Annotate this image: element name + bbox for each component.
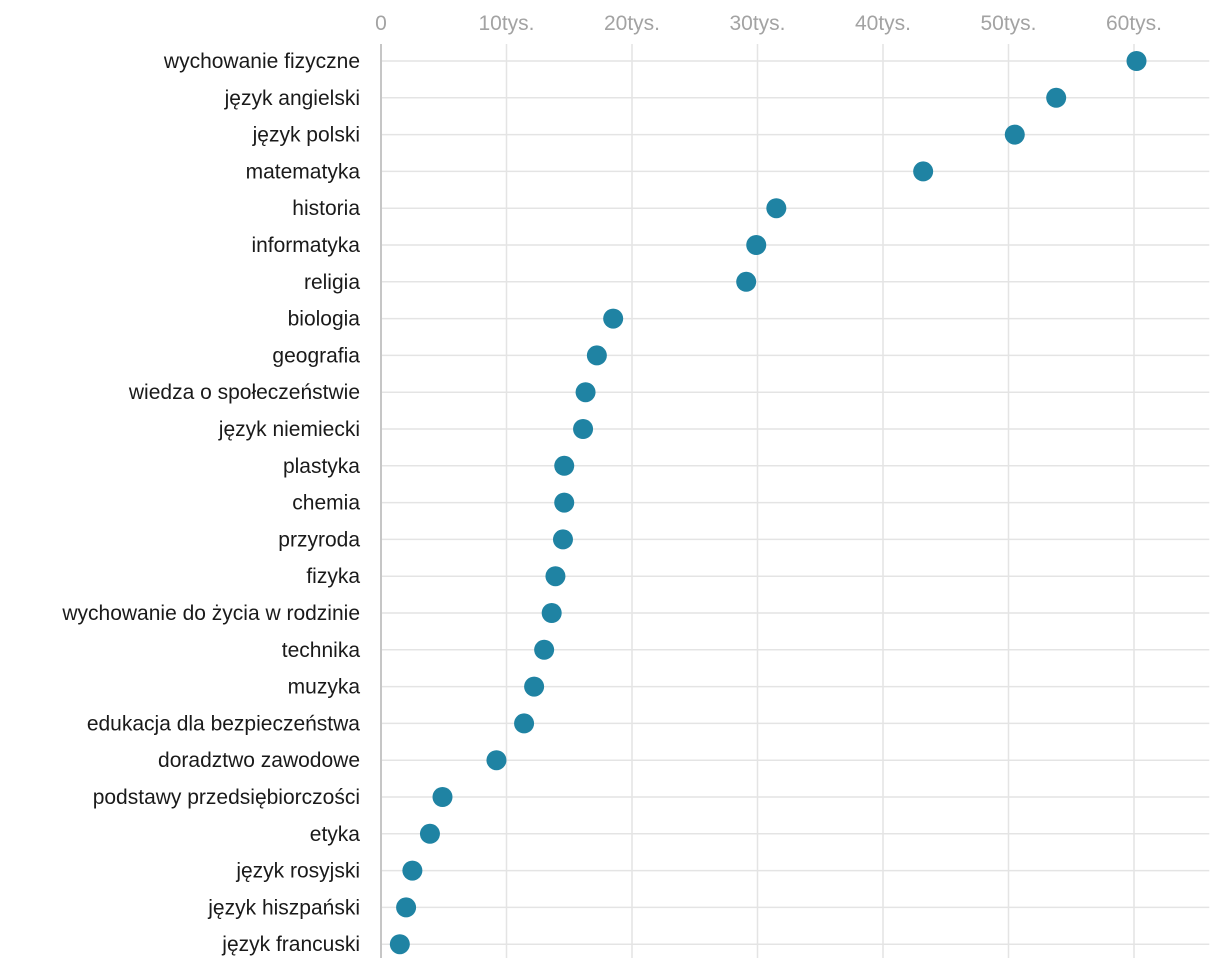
x-axis-ticks: 0 10tys. 20tys. 30tys. 40tys. 50tys. 60tys. <box>375 12 1162 35</box>
category-label: przyroda <box>278 528 360 551</box>
data-point <box>432 787 453 807</box>
category-label: język rosyjski <box>235 860 360 883</box>
data-point <box>1046 87 1067 108</box>
data-point <box>396 897 417 918</box>
data-point <box>541 603 562 623</box>
category-label: podstawy przedsiębiorczości <box>93 786 360 809</box>
data-point <box>1004 124 1025 145</box>
data-point <box>573 419 594 439</box>
category-label: geografia <box>272 344 360 367</box>
category-label: religia <box>304 271 360 294</box>
category-label: język angielski <box>224 87 360 110</box>
data-point <box>486 750 507 771</box>
category-label: język niemiecki <box>218 418 360 441</box>
x-tick-label: 0 <box>375 12 387 35</box>
data-point <box>766 198 787 219</box>
category-label: język francuski <box>221 933 360 956</box>
data-point <box>736 271 757 292</box>
x-tick-label: 10tys. <box>478 12 534 35</box>
data-point <box>402 860 423 881</box>
grid-lines <box>380 44 1210 958</box>
x-tick-label: 50tys. <box>980 12 1036 35</box>
data-point <box>545 566 566 587</box>
x-tick-label: 30tys. <box>729 12 785 35</box>
data-point <box>514 713 535 734</box>
data-point <box>552 529 573 550</box>
category-label: język polski <box>252 124 360 147</box>
category-label: informatyka <box>251 234 360 257</box>
data-point <box>913 161 934 182</box>
category-label: technika <box>282 639 361 662</box>
category-label: doradztwo zawodowe <box>158 749 360 772</box>
category-label: edukacja dla bezpieczeństwa <box>87 712 360 735</box>
category-label: plastyka <box>283 455 360 478</box>
data-point <box>746 235 767 255</box>
category-label: matematyka <box>246 160 361 183</box>
data-point <box>389 934 410 955</box>
data-point <box>554 492 575 513</box>
category-label: muzyka <box>288 676 361 699</box>
data-point <box>554 455 575 476</box>
category-label: historia <box>292 197 360 220</box>
category-label: etyka <box>310 823 361 846</box>
category-label: fizyka <box>306 565 360 588</box>
data-point <box>534 639 555 660</box>
data-points <box>389 51 1147 955</box>
x-tick-label: 60tys. <box>1106 12 1162 35</box>
category-label: wiedza o społeczeństwie <box>128 381 360 404</box>
x-tick-label: 20tys. <box>604 12 660 35</box>
category-label: język hiszpański <box>207 896 360 919</box>
data-point <box>603 308 624 329</box>
category-label: chemia <box>292 492 360 515</box>
data-point <box>575 382 596 403</box>
category-labels: wychowanie fizyczne język angielski język … <box>61 50 360 956</box>
data-point <box>586 345 607 366</box>
data-point <box>524 676 545 697</box>
x-tick-label: 40tys. <box>855 12 911 35</box>
category-label: wychowanie do życia w rodzinie <box>61 602 360 625</box>
category-label: biologia <box>288 308 361 331</box>
data-point <box>419 823 440 844</box>
data-point <box>1126 51 1147 71</box>
category-label: wychowanie fizyczne <box>163 50 360 73</box>
